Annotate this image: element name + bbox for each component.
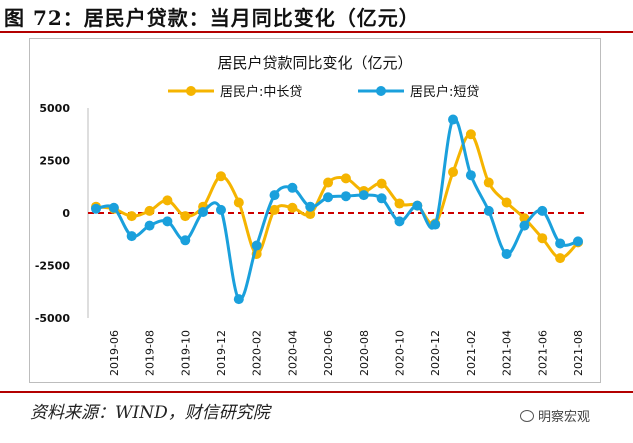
x-tick-label: 2020-12: [429, 330, 442, 376]
x-tick-label: 2021-02: [465, 330, 478, 376]
data-point: [269, 204, 280, 215]
data-point: [287, 182, 298, 193]
y-tick-label: -5000: [35, 312, 71, 325]
data-point: [233, 197, 244, 208]
figure-title: 图 72：居民户贷款：当月同比变化（亿元）: [4, 6, 420, 30]
data-point: [412, 200, 423, 211]
data-point: [448, 167, 459, 178]
legend-label: 居民户:中长贷: [220, 84, 302, 100]
data-point: [251, 240, 262, 251]
data-point: [126, 231, 137, 242]
data-point: [573, 236, 583, 247]
legend: 居民户:中长贷 居民户:短贷: [168, 84, 479, 100]
x-tick-label: 2020-10: [393, 330, 406, 376]
data-point: [108, 202, 119, 213]
data-point: [501, 248, 512, 259]
y-tick-label: -2500: [35, 260, 71, 273]
chart-title: 居民户贷款同比变化（亿元）: [217, 54, 412, 72]
data-point: [483, 205, 494, 216]
data-point: [555, 238, 566, 249]
data-point: [555, 253, 566, 264]
data-point: [305, 209, 316, 220]
data-point: [233, 294, 244, 305]
data-point: [91, 203, 101, 214]
watermark-text: 明察宏观: [538, 410, 591, 425]
data-point: [126, 211, 137, 222]
data-point: [483, 177, 494, 188]
x-tick-label: 2019-12: [215, 330, 228, 376]
data-point: [180, 211, 191, 222]
x-tick-label: 2021-06: [536, 330, 549, 376]
data-point: [537, 205, 548, 216]
data-point: [269, 190, 280, 201]
x-tick-label: 2020-02: [251, 330, 264, 376]
data-point: [430, 219, 441, 230]
series-line: [95, 117, 579, 301]
data-point: [180, 235, 191, 246]
data-point: [340, 191, 351, 202]
x-tick-label: 2019-06: [108, 330, 121, 376]
bottom-divider: [0, 391, 633, 393]
legend-label: 居民户:短贷: [410, 84, 479, 100]
data-point: [501, 197, 512, 208]
x-tick-label: 2021-04: [501, 330, 514, 376]
title-divider: [0, 31, 633, 33]
data-point: [305, 201, 316, 212]
data-point: [465, 170, 476, 181]
legend-marker: [376, 86, 386, 96]
data-point: [323, 177, 334, 188]
data-point: [376, 178, 387, 189]
chart-frame: [29, 38, 601, 383]
data-point: [394, 216, 405, 227]
data-point: [537, 233, 548, 244]
data-point: [340, 173, 351, 184]
data-point: [215, 171, 226, 182]
data-point: [162, 195, 173, 206]
y-tick-label: 2500: [39, 155, 70, 168]
data-point: [358, 190, 369, 201]
data-point: [376, 193, 387, 204]
data-point: [287, 202, 298, 213]
data-point: [323, 192, 334, 203]
legend-marker: [186, 86, 196, 96]
source-note: 资料来源：WIND，财信研究院: [30, 403, 270, 423]
y-tick-label: 0: [62, 207, 70, 220]
x-tick-label: 2020-08: [358, 330, 371, 376]
x-tick-label: 2020-04: [286, 330, 299, 376]
data-point: [198, 206, 209, 217]
wechat-icon: [520, 409, 534, 422]
x-tick-label: 2019-08: [144, 330, 157, 376]
data-point: [162, 216, 173, 227]
data-point: [465, 129, 476, 140]
x-tick-label: 2019-10: [179, 330, 192, 376]
data-point: [215, 204, 226, 215]
axes: 5000 2500 0 -2500 -5000 2019-06 2019-08 2019-10…: [35, 102, 586, 376]
series-layer: [91, 114, 583, 305]
data-point: [394, 198, 405, 209]
data-point: [144, 205, 155, 216]
data-point: [519, 220, 530, 231]
watermark: 明察宏观: [520, 406, 590, 425]
x-tick-label: 2021-08: [572, 330, 585, 376]
data-point: [448, 114, 459, 125]
data-point: [144, 220, 155, 231]
x-tick-label: 2020-06: [322, 330, 335, 376]
series-line: [95, 132, 580, 260]
y-tick-label: 5000: [39, 102, 70, 115]
